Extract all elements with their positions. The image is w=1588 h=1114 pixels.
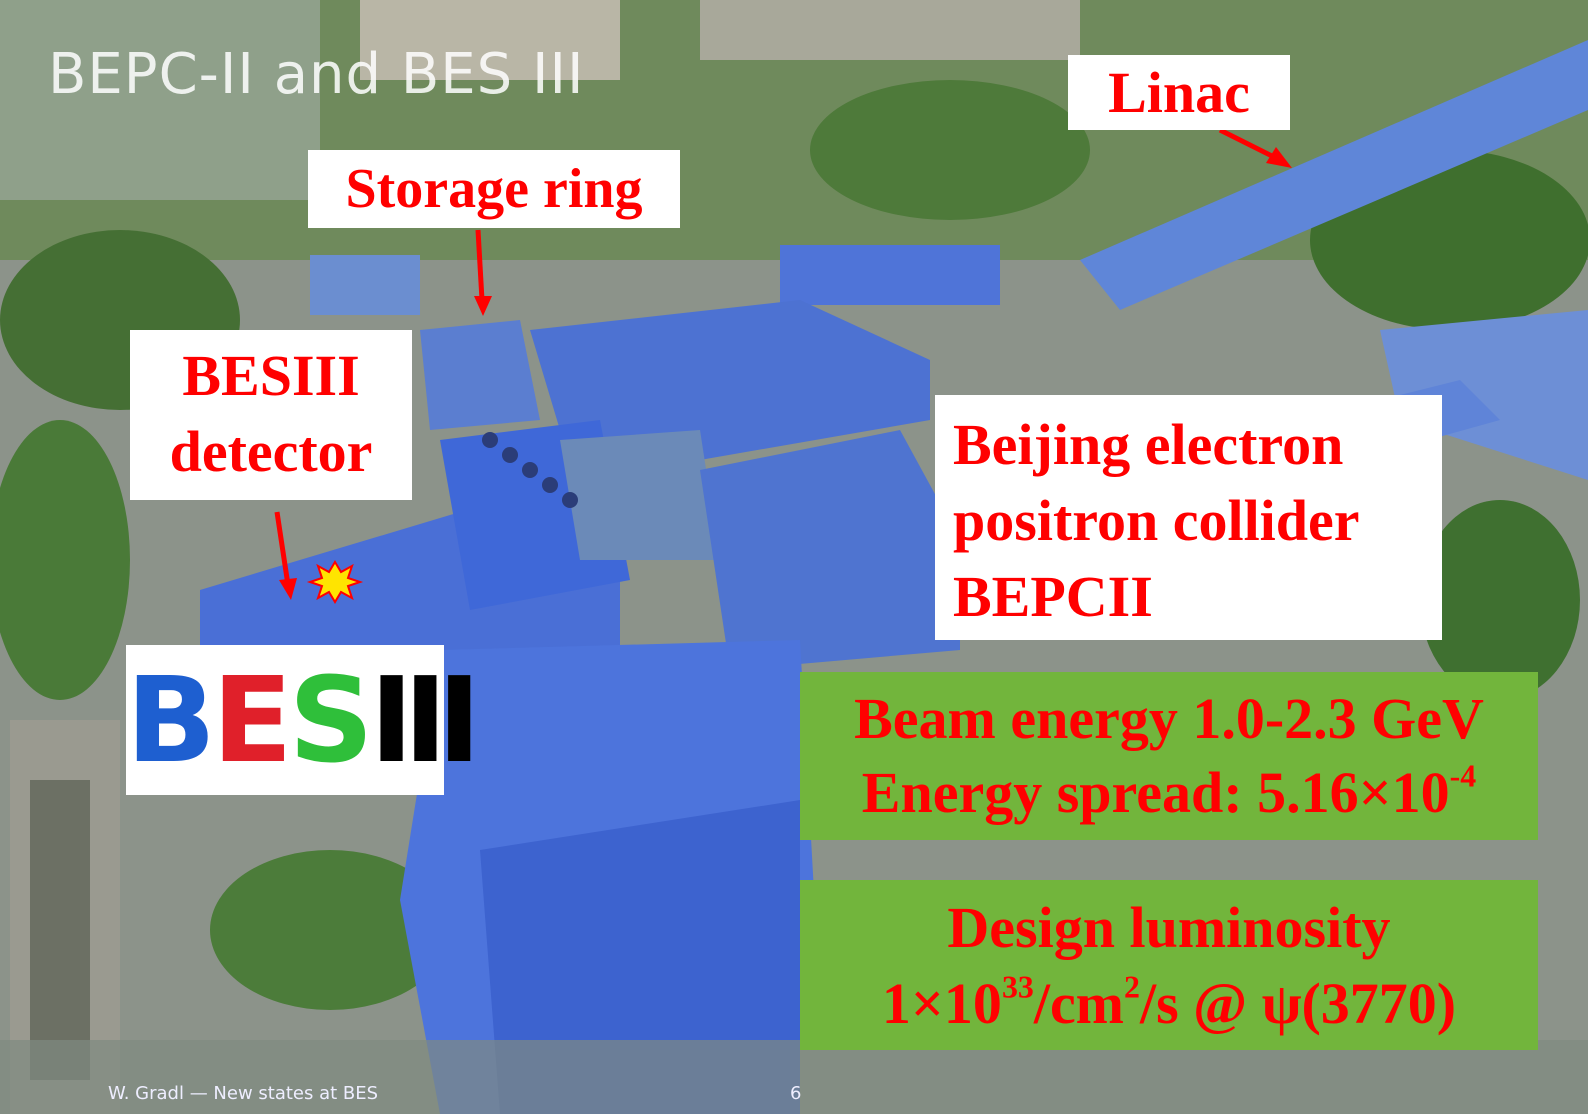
superscript: 33 [1001,969,1034,1005]
logo-letter: E [211,651,293,789]
box-line: Design luminosity [947,895,1391,960]
luminosity-box: Design luminosity 1×1033/cm2/s @ ψ(3770) [800,880,1538,1050]
superscript: -4 [1449,758,1477,794]
footer-text: W. Gradl — New states at BES [108,1083,379,1104]
page-number: 6 [790,1083,802,1104]
besiii-label: BESIII detector [130,330,412,500]
label-line: detector [169,419,373,484]
label-line: BESIII [182,343,360,408]
logo-letter: S [288,651,374,789]
text: Energy spread: 5.16×10 [861,760,1450,825]
beam-box: Beam energy 1.0-2.3 GeV Energy spread: 5… [800,672,1538,840]
slide-title: BEPC-II and BES III [48,42,585,107]
label-line: BEPCII [953,564,1153,629]
besiii-logo: BESⅢ [126,645,481,795]
box-line: 1×1033/cm2/s @ ψ(3770) [800,966,1538,1042]
logo-letter: Ⅲ [369,651,482,789]
text: /s @ ψ(3770) [1139,971,1457,1036]
box-line: Beam energy 1.0-2.3 GeV [854,686,1484,751]
linac-label: Linac [1068,55,1290,130]
logo-letter: B [126,651,216,789]
label-line: Beijing electron [953,412,1344,477]
storage-ring-label: Storage ring [308,150,680,228]
text: 1×10 [881,971,1002,1036]
label-line: positron collider [953,488,1360,553]
text: /cm [1033,971,1124,1036]
box-line: Energy spread: 5.16×10-4 [800,756,1538,830]
collider-label: Beijing electron positron collider BEPCI… [935,395,1442,640]
superscript: 2 [1124,969,1140,1005]
